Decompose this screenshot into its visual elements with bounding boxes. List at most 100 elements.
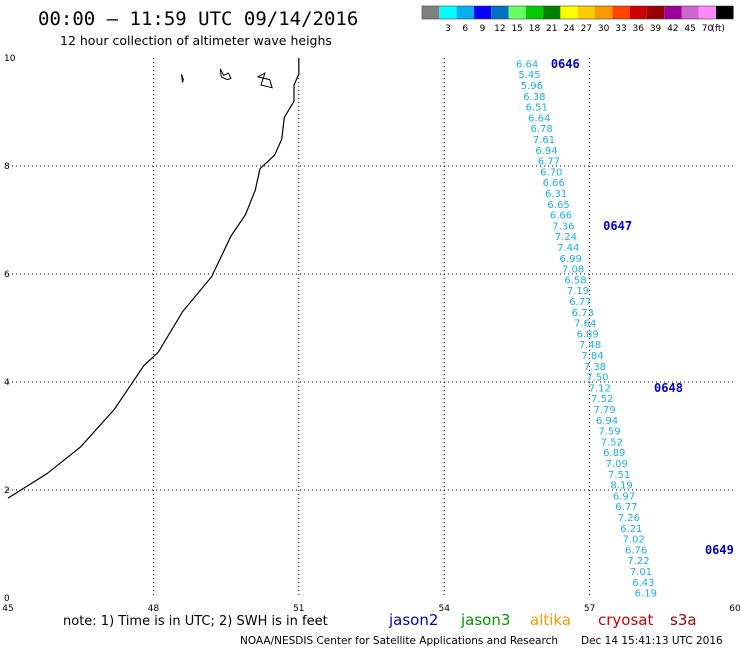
wave-height-label: 6.43 [632,578,654,589]
chart-subtitle: 12 hour collection of altimeter wave hei… [60,33,332,48]
wave-height-label: 6.70 [540,167,562,178]
wave-height-label: 6.94 [535,146,557,157]
coastline-path [7,58,300,499]
color-swatch [681,6,699,19]
color-swatch [577,6,595,19]
wave-height-label: 6.64 [516,59,538,70]
color-swatch [473,6,492,19]
x-tick-label: 45 [2,604,13,614]
color-scale-label: 24 [563,24,575,34]
wave-height-label: 7.64 [574,319,596,330]
wave-height-label: 7.84 [581,351,603,362]
time-label: 0648 [654,381,683,395]
mission-jason2: jason2 [388,611,438,629]
y-tick-label: 0 [4,594,10,604]
wave-height-label: 7.51 [608,470,630,481]
wave-height-label: 7.24 [555,232,577,243]
color-scale-label: 9 [480,24,486,34]
wave-height-label: 6.94 [596,416,618,427]
y-tick-label: 2 [4,486,10,496]
wave-height-label: 6.89 [603,448,625,459]
wave-height-label: 6.76 [625,545,647,556]
color-swatch [422,6,440,19]
wave-height-label: 6.97 [613,491,635,502]
color-swatch [716,6,734,19]
color-swatch [646,6,665,19]
color-scale-label: 12 [494,24,505,34]
y-tick-label: 8 [4,162,10,172]
wave-height-label: 6.77 [615,502,637,513]
y-axis-ticks: 0 2 4 6 8 10 [4,54,16,604]
wave-height-label: 7.09 [606,459,628,470]
x-tick-label: 57 [584,604,595,614]
coastline [7,58,300,499]
wave-height-label: 7.02 [623,535,645,546]
wave-height-label: 6.78 [530,124,552,135]
y-tick-label: 4 [4,378,10,388]
wave-height-label: 7.61 [533,135,555,146]
color-swatch [560,6,578,19]
color-scale-unit: (ft) [711,24,725,34]
footnote: note: 1) Time is in UTC; 2) SWH is in fe… [63,614,328,629]
wave-height-label: 6.99 [560,254,582,265]
wave-height-label: 7.22 [627,556,649,567]
color-swatch [629,6,647,19]
wave-height-label: 6.51 [526,103,548,114]
wave-height-label: 7.52 [591,394,613,405]
wave-height-label: 6.73 [572,308,594,319]
color-scale-label: 45 [684,24,695,34]
wave-height-label: 7.79 [593,405,615,416]
wave-height-label: 6.19 [635,589,657,600]
x-tick-label: 51 [293,604,304,614]
color-scale-label: 27 [581,24,592,34]
color-scale-label: 42 [667,24,678,34]
wave-height-label: 7.36 [552,221,574,232]
wave-height-label: 7.26 [618,513,640,524]
timestamp-text: Dec 14 15:41:13 UTC 2016 [581,635,723,647]
wave-height-label: 6.21 [620,524,642,535]
color-swatch [664,6,682,19]
wave-height-label: 7.48 [579,340,601,351]
color-scale-label: 33 [615,24,626,34]
wave-height-label: 6.64 [528,113,550,124]
wave-height-label: 7.19 [567,286,589,297]
island-outline [219,68,232,81]
x-tick-label: 54 [438,604,450,614]
mission-legend: jason2 jason3 altika cryosat s3a [388,611,697,629]
wave-height-label: 7.08 [562,265,584,276]
color-scale-label: 6 [462,24,468,34]
wave-height-label: 5.45 [518,70,540,81]
mission-altika: altika [530,611,571,629]
color-swatch [612,6,630,19]
wave-height-label: 6.77 [569,297,591,308]
island-outline [181,74,184,83]
color-swatch [698,6,717,19]
x-axis-ticks: 45 48 51 54 57 60 [2,604,740,614]
color-swatch [543,6,561,19]
wave-height-label: 7.59 [598,427,620,438]
wave-height-label: 7.12 [589,383,611,394]
wave-height-label: 6.77 [538,157,560,168]
mission-jason3: jason3 [460,611,510,629]
wave-height-label: 7.50 [586,373,608,384]
x-tick-label: 48 [148,604,160,614]
color-scale-label: 70 [702,24,714,34]
wave-height-label: 6.65 [547,200,569,211]
color-swatch [595,6,613,19]
color-swatch [439,6,457,19]
color-scale-label: 18 [529,24,541,34]
wave-height-values: 6.645.455.966.386.516.646.787.616.946.77… [516,59,657,599]
mission-cryosat: cryosat [598,611,653,629]
color-scale-label: 36 [633,24,645,34]
mission-s3a: s3a [670,611,697,629]
wave-height-label: 6.58 [564,275,586,286]
color-bar-border [421,5,734,20]
wave-height-label: 6.66 [550,211,572,222]
wave-height-label: 7.52 [601,437,623,448]
x-tick-label: 60 [729,604,740,614]
wave-height-label: 7.44 [557,243,579,254]
wave-height-label: 5.96 [521,81,543,92]
wave-height-label: 6.66 [543,178,565,189]
color-scale-label: 15 [511,24,522,34]
